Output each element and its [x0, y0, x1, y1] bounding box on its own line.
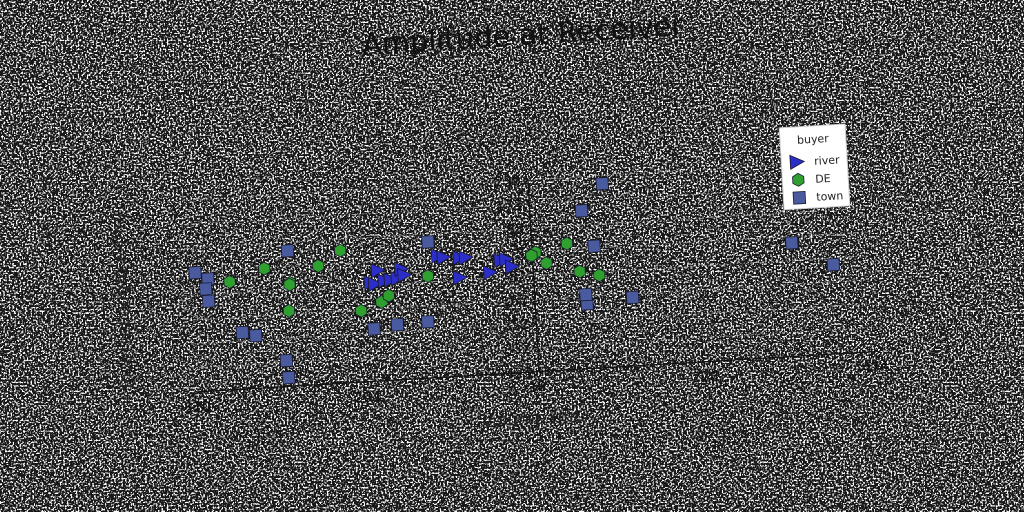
point-de [355, 303, 368, 318]
point-town [785, 236, 799, 250]
legend-marker-de [792, 172, 805, 187]
series-de [223, 236, 606, 318]
y-tick-label: -252 [497, 317, 530, 335]
point-de [593, 268, 606, 283]
legend-label-river: river [814, 153, 841, 168]
point-town [587, 239, 601, 253]
x-tick-label: -510 [178, 399, 211, 417]
y-tick-label: -423 [500, 365, 533, 383]
y-tick-label: -82 [503, 269, 527, 286]
point-town [595, 176, 609, 191]
legend-marker-river [789, 154, 806, 170]
x-tick-label: -18 [523, 379, 547, 396]
point-town [248, 328, 263, 343]
y-tick-label: 3 [516, 245, 526, 262]
point-de [312, 259, 325, 273]
point-de [223, 274, 236, 289]
point-de [421, 269, 435, 284]
plot-area: -510 -264 -18 228 474 259 173 88 3 -82 -167 -252 -33… [108, 123, 890, 432]
point-de [382, 288, 395, 303]
point-de [540, 256, 553, 271]
point-de [282, 303, 296, 318]
point-town [625, 290, 640, 305]
x-tick-label: 228 [692, 369, 720, 387]
point-de [560, 236, 574, 251]
point-de [573, 264, 586, 279]
y-tick-label: 259 [494, 173, 522, 191]
point-town [367, 322, 381, 336]
point-town [188, 265, 202, 280]
x-tick-label: 474 [862, 359, 890, 377]
legend-box [778, 123, 851, 211]
point-town [280, 244, 295, 258]
legend: buyer river DE town [778, 123, 851, 211]
point-town [421, 314, 435, 329]
point-town [198, 282, 213, 296]
point-town [826, 257, 841, 272]
point-river [397, 267, 413, 283]
legend-marker-town [792, 191, 807, 205]
point-river [370, 263, 387, 279]
point-town [421, 235, 435, 249]
point-river [436, 250, 452, 266]
series-town [188, 176, 841, 385]
point-de [283, 277, 296, 292]
x-tick-label: -264 [349, 389, 382, 407]
point-river [367, 276, 384, 293]
legend-label-town: town [816, 189, 844, 204]
point-town [235, 325, 250, 340]
point-town [390, 317, 405, 332]
y-tick-label: -337 [499, 341, 532, 359]
point-town [282, 370, 296, 385]
point-de [525, 248, 538, 263]
point-town [579, 287, 593, 302]
y-tick-label: 173 [495, 197, 523, 215]
point-river [482, 265, 499, 281]
point-town [279, 353, 294, 368]
y-tick-label: -167 [496, 293, 529, 311]
point-de [258, 261, 271, 276]
point-de [334, 243, 347, 258]
point-river [504, 259, 521, 275]
point-river [452, 270, 469, 286]
point-river [458, 250, 475, 266]
y-tick-label: 88 [506, 221, 525, 238]
point-town [574, 204, 589, 218]
point-town [201, 294, 216, 308]
legend-title: buyer [797, 132, 830, 147]
legend-label-de: DE [815, 172, 831, 186]
series-river [363, 248, 521, 293]
